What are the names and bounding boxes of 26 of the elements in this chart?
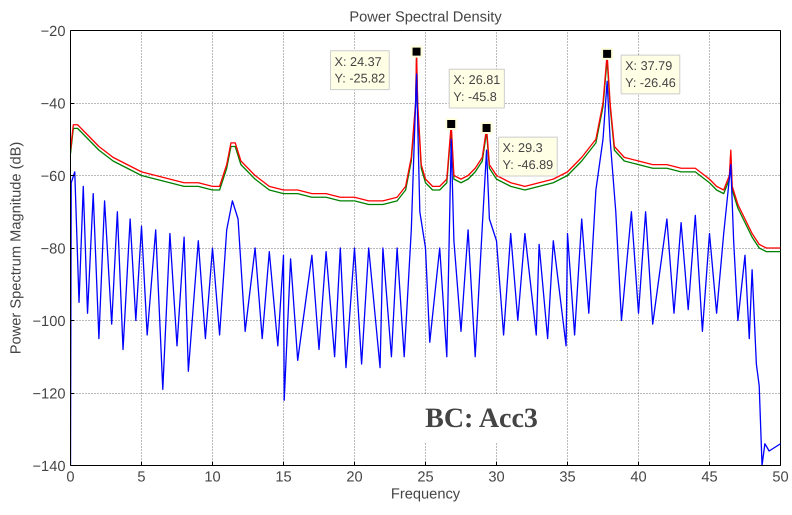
x-tick-label: 30 [488, 470, 505, 486]
y-tick-label: −100 [32, 314, 66, 330]
y-tick-label: −40 [40, 96, 66, 112]
x-tick-label: 40 [630, 470, 647, 486]
y-tick-label: −120 [32, 386, 66, 402]
annotation: X: 26.81 Y: -45.8 [453, 73, 500, 104]
x-tick-label: 20 [346, 470, 363, 486]
y-tick-label: −20 [40, 24, 66, 40]
y-tick-label: −60 [40, 169, 66, 185]
annotation: X: 37.79 Y: -26.46 [625, 59, 676, 90]
x-tick-label: 0 [66, 470, 75, 486]
x-axis-title: Frequency [390, 486, 461, 502]
x-tick-label: 45 [701, 470, 718, 486]
y-axis-title: Power Spectrum Magnitude (dB) [8, 142, 24, 354]
annotation: BC: Acc3 [425, 402, 538, 434]
chart-title: Power Spectral Density [349, 10, 502, 26]
x-tick-label: 15 [275, 470, 292, 486]
x-tick-label: 25 [417, 470, 434, 486]
x-tick-label: 35 [559, 470, 576, 486]
annotation: X: 24.37 Y: -25.82 [334, 54, 386, 86]
y-tick-label: −80 [40, 242, 66, 258]
x-tick-label: 10 [204, 470, 221, 486]
x-tick-label: 50 [772, 470, 789, 486]
y-tick-label: −140 [32, 459, 66, 475]
annotation: X: 29.3 Y: -46.89 [502, 141, 554, 172]
x-tick-label: 5 [137, 470, 146, 486]
